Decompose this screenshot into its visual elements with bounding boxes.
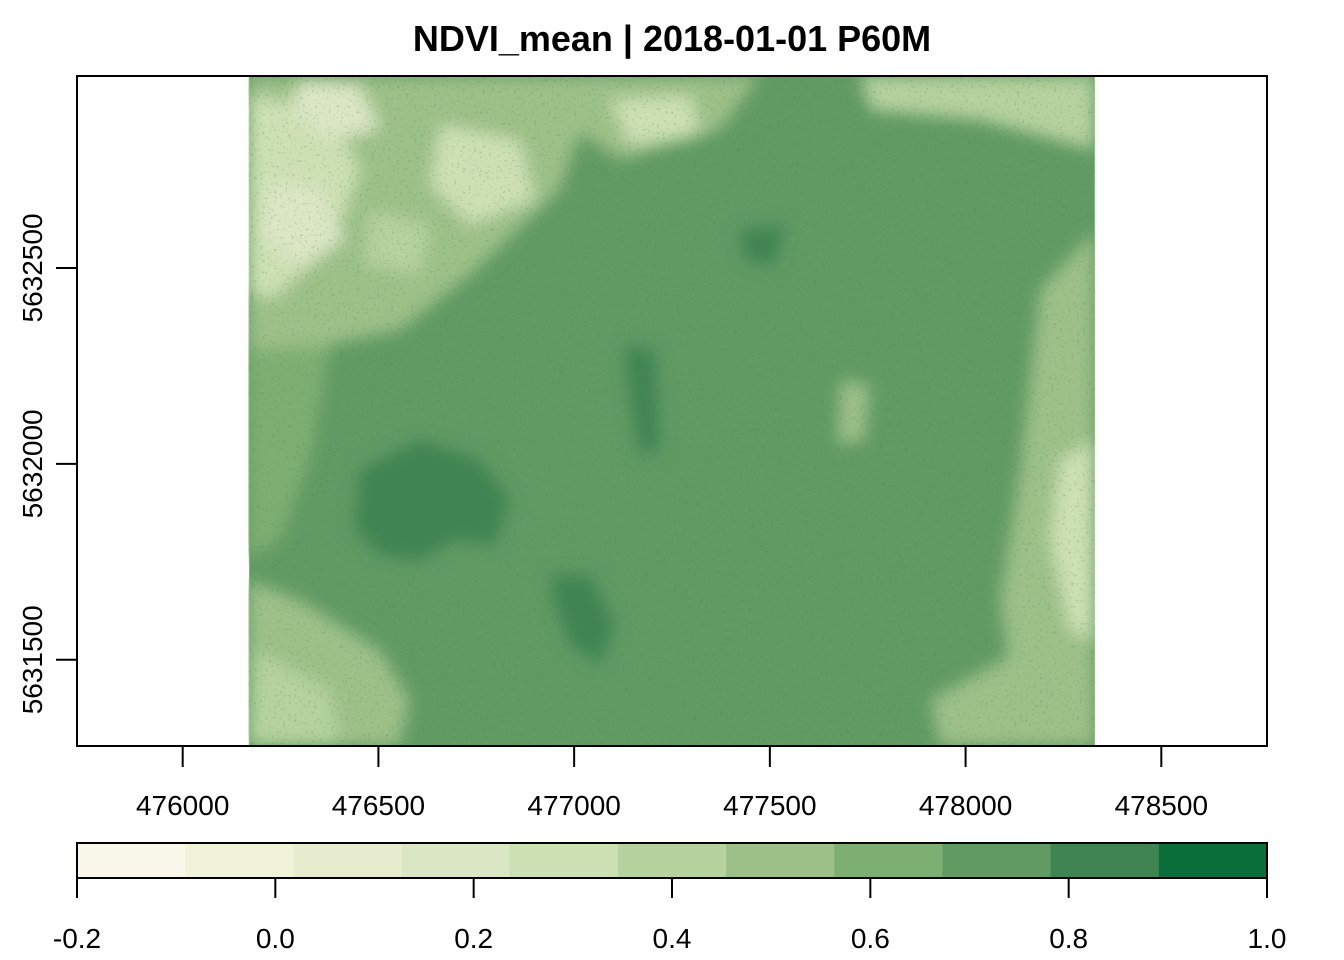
legend-tick-label: 0.8 bbox=[1049, 923, 1088, 954]
legend-swatch bbox=[77, 843, 186, 878]
legend-swatch bbox=[834, 843, 944, 878]
legend-tick-label: 0.6 bbox=[851, 923, 890, 954]
legend-swatch bbox=[1158, 843, 1268, 878]
legend-swatch bbox=[1050, 843, 1160, 878]
x-tick-label: 477500 bbox=[723, 790, 816, 821]
x-tick-label: 476000 bbox=[136, 790, 229, 821]
legend-tick-label: 0.0 bbox=[256, 923, 295, 954]
color-legend: -0.2 0.0 0.2 0.4 0.6 0.8 1.0 bbox=[53, 842, 1287, 954]
y-tick-label: 5632000 bbox=[17, 409, 48, 518]
x-axis: 476000 476500 477000 477500 478000 478500 bbox=[136, 745, 1208, 821]
chart-title: NDVI_mean | 2018-01-01 P60M bbox=[413, 18, 931, 60]
legend-tick-label: -0.2 bbox=[53, 923, 101, 954]
legend-swatch bbox=[726, 843, 835, 878]
legend-swatch bbox=[401, 843, 511, 878]
legend-swatch bbox=[509, 843, 619, 878]
x-tick-label: 478000 bbox=[919, 790, 1012, 821]
legend-tick-label: 0.2 bbox=[454, 923, 493, 954]
legend-swatch bbox=[185, 843, 294, 878]
legend-tick-label: 1.0 bbox=[1248, 923, 1287, 954]
legend-tick-label: 0.4 bbox=[653, 923, 692, 954]
legend-swatch bbox=[293, 843, 403, 878]
y-axis: 5631500 5632000 5632500 bbox=[17, 213, 78, 714]
x-tick-label: 477000 bbox=[527, 790, 620, 821]
y-tick-label: 5632500 bbox=[17, 213, 48, 322]
y-tick-label: 5631500 bbox=[17, 605, 48, 714]
legend-swatch bbox=[942, 843, 1052, 878]
x-tick-label: 478500 bbox=[1115, 790, 1208, 821]
x-tick-label: 476500 bbox=[332, 790, 425, 821]
ndvi-raster bbox=[248, 76, 1095, 746]
legend-swatch bbox=[617, 843, 727, 878]
raster-texture bbox=[249, 76, 1095, 746]
